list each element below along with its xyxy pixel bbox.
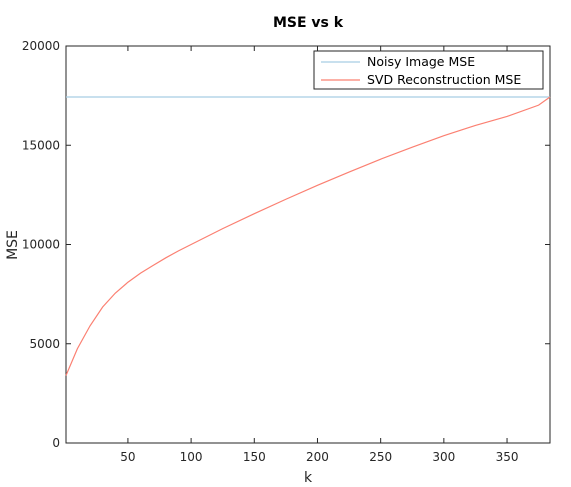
y-tick-label: 0	[52, 436, 60, 450]
legend-label-svd: SVD Reconstruction MSE	[367, 72, 521, 87]
y-tick-label: 5000	[29, 337, 60, 351]
x-tick-label: 250	[369, 450, 392, 464]
chart-title: MSE vs k	[273, 15, 344, 31]
x-axis-ticks: 50 100 150 200 250 300 350	[120, 46, 518, 464]
legend: Noisy Image MSE SVD Reconstruction MSE	[313, 50, 544, 90]
x-tick-label: 350	[496, 450, 519, 464]
x-axis-label: k	[304, 470, 313, 486]
series-line-svd	[65, 96, 551, 376]
plot-area	[65, 45, 551, 444]
series-layer	[65, 96, 551, 376]
y-tick-label: 15000	[22, 138, 60, 152]
x-tick-label: 200	[306, 450, 329, 464]
x-tick-label: 300	[432, 450, 455, 464]
axes-box	[65, 45, 551, 444]
x-tick-label: 100	[180, 450, 203, 464]
x-tick-label: 150	[243, 450, 266, 464]
y-tick-label: 20000	[22, 39, 60, 53]
y-tick-label: 10000	[22, 238, 60, 252]
y-axis-label: MSE	[5, 230, 21, 260]
x-tick-label: 50	[120, 450, 135, 464]
legend-label-noisy: Noisy Image MSE	[367, 54, 475, 69]
legend-box	[313, 50, 544, 90]
y-axis-ticks: 0 5000 10000 15000 20000	[22, 39, 550, 450]
